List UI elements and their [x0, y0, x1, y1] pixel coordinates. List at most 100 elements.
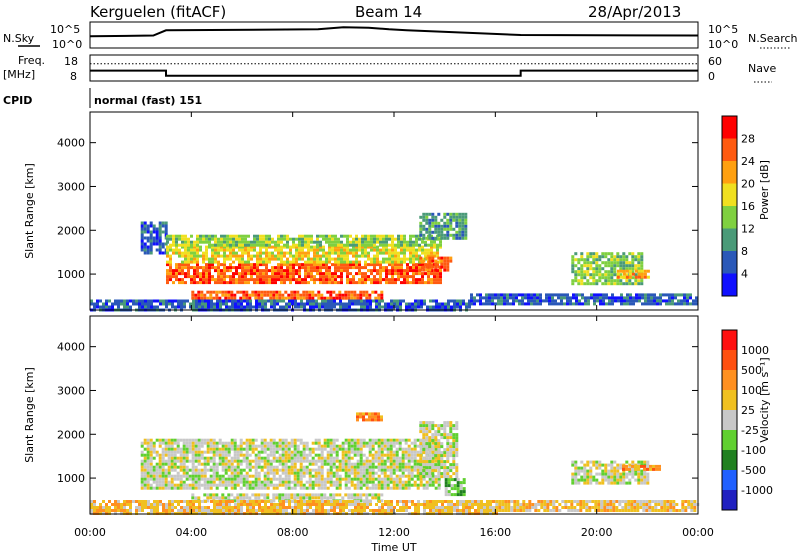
- heatmap-cell: [382, 260, 385, 264]
- heatmap-cell: [208, 281, 211, 285]
- heatmap-cell: [625, 273, 629, 277]
- heatmap-cell: [450, 500, 453, 503]
- heatmap-cell: [380, 438, 384, 442]
- heatmap-cell: [241, 272, 244, 276]
- heatmap-cell: [260, 444, 264, 448]
- heatmap-cell: [190, 275, 193, 279]
- heatmap-cell: [286, 234, 289, 238]
- heatmap-cell: [230, 293, 234, 297]
- heatmap-cell: [244, 266, 247, 270]
- heatmap-cell: [169, 234, 172, 238]
- heatmap-cell: [400, 243, 403, 247]
- heatmap-cell: [197, 459, 201, 463]
- heatmap-cell: [359, 486, 363, 490]
- heatmap-cell: [329, 456, 333, 460]
- heatmap-cell: [269, 480, 273, 484]
- heatmap-cell: [289, 245, 292, 249]
- heatmap-cell: [292, 260, 295, 264]
- heatmap-cell: [375, 302, 378, 306]
- heatmap-cell: [239, 296, 243, 300]
- heatmap-cell: [356, 450, 360, 454]
- heatmap-cell: [356, 468, 360, 472]
- heatmap-cell: [419, 472, 423, 476]
- heatmap-cell: [319, 254, 322, 258]
- heatmap-cell: [358, 248, 361, 252]
- heatmap-cell: [111, 305, 114, 309]
- heatmap-cell: [213, 509, 216, 512]
- heatmap-cell: [455, 233, 459, 237]
- heatmap-cell: [331, 251, 334, 255]
- heatmap-cell: [643, 269, 647, 273]
- heatmap-cell: [437, 468, 441, 472]
- heatmap-cell: [290, 471, 294, 475]
- heatmap-cell: [224, 441, 228, 445]
- heatmap-cell: [242, 456, 246, 460]
- heatmap-cell: [324, 500, 327, 503]
- heatmap-cell: [287, 296, 291, 300]
- heatmap-cell: [371, 438, 375, 442]
- heatmap-cell: [274, 266, 277, 270]
- heatmap-cell: [205, 251, 208, 255]
- heatmap-cell: [383, 477, 387, 481]
- heatmap-cell: [153, 509, 156, 512]
- heatmap-cell: [354, 506, 357, 509]
- heatmap-cell: [628, 282, 632, 286]
- heatmap-cell: [437, 256, 441, 260]
- heatmap-cell: [143, 477, 147, 481]
- heatmap-cell: [383, 483, 387, 487]
- heatmap-cell: [230, 486, 234, 490]
- heatmap-cell: [278, 438, 282, 442]
- heatmap-cell: [234, 506, 237, 509]
- heatmap-cell: [197, 483, 201, 487]
- heatmap-cell: [231, 509, 234, 512]
- heatmap-cell: [350, 290, 354, 294]
- heatmap-cell: [152, 444, 156, 448]
- heatmap-cell: [610, 267, 614, 271]
- heatmap-cell: [268, 251, 271, 255]
- heatmap-cell: [410, 459, 414, 463]
- heatmap-cell: [412, 266, 415, 270]
- heatmap-cell: [346, 263, 349, 267]
- heatmap-cell: [506, 296, 509, 300]
- heatmap-cell: [287, 450, 291, 454]
- heatmap-cell: [317, 459, 321, 463]
- heatmap-cell: [601, 261, 605, 265]
- heatmap-cell: [328, 272, 331, 276]
- heatmap-cell: [422, 268, 426, 272]
- heatmap-cell: [272, 486, 276, 490]
- heatmap-cell: [320, 444, 324, 448]
- heatmap-cell: [393, 299, 396, 303]
- heatmap-cell: [217, 263, 220, 267]
- heatmap-cell: [500, 293, 503, 297]
- heatmap-cell: [335, 486, 339, 490]
- heatmap-cell: [347, 456, 351, 460]
- heatmap-cell: [327, 500, 330, 503]
- heatmap-cell: [132, 299, 135, 303]
- heatmap-cell: [328, 257, 331, 261]
- heatmap-cell: [353, 477, 357, 481]
- heatmap-cell: [388, 263, 391, 267]
- heatmap-cell: [358, 281, 361, 285]
- heatmap-cell: [415, 269, 418, 273]
- heatmap-cell: [254, 459, 258, 463]
- heatmap-cell: [149, 459, 153, 463]
- heatmap-cell: [422, 477, 426, 481]
- heatmap-cell: [256, 281, 259, 285]
- heatmap-cell: [683, 296, 686, 300]
- heatmap-cell: [338, 477, 342, 481]
- heatmap-cell: [436, 237, 439, 241]
- heatmap-cell: [571, 261, 575, 265]
- heatmap-cell: [254, 496, 258, 500]
- heatmap-cell: [380, 450, 384, 454]
- heatmap-cell: [403, 254, 406, 258]
- heatmap-cell: [271, 281, 274, 285]
- heatmap-cell: [421, 278, 424, 282]
- heatmap-cell: [132, 302, 135, 306]
- heatmap-cell: [328, 251, 331, 255]
- heatmap-cell: [308, 474, 312, 478]
- heatmap-cell: [394, 278, 397, 282]
- heatmap-cell: [203, 450, 207, 454]
- heatmap-cell: [470, 296, 473, 300]
- heatmap-cell: [389, 438, 393, 442]
- heatmap-cell: [296, 290, 300, 294]
